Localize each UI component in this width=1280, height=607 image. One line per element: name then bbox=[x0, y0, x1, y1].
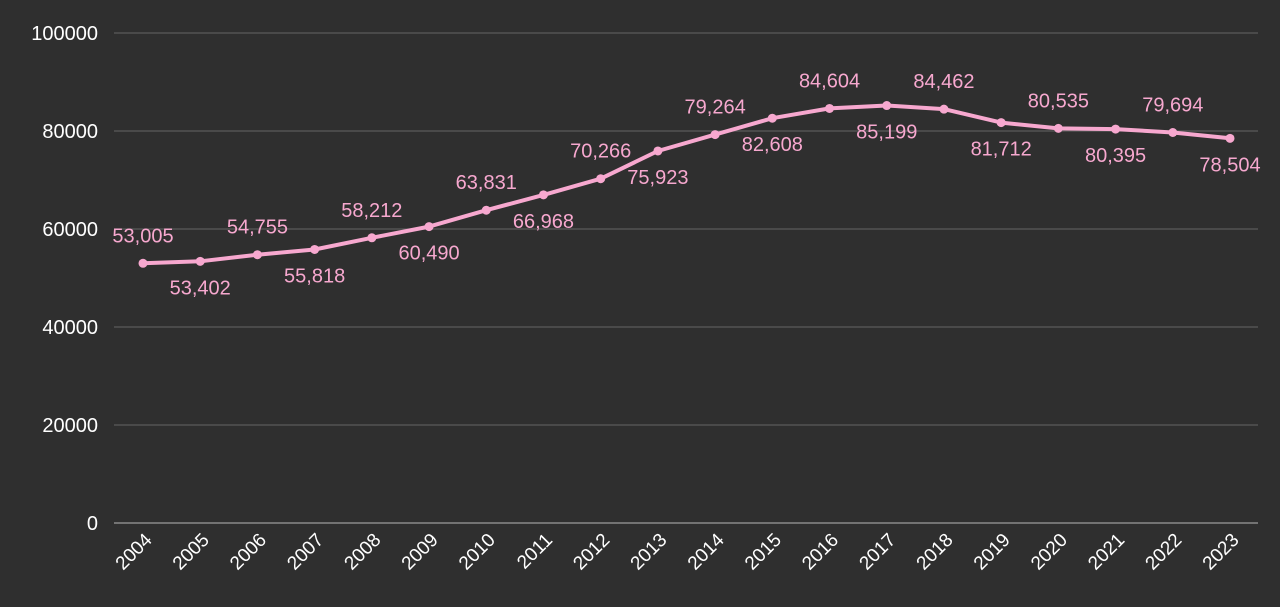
data-point bbox=[596, 174, 606, 184]
data-label: 84,462 bbox=[913, 71, 974, 93]
data-label: 80,395 bbox=[1085, 145, 1146, 167]
y-tick-label: 20000 bbox=[42, 415, 98, 437]
data-label: 85,199 bbox=[856, 122, 917, 144]
y-tick-label: 40000 bbox=[42, 317, 98, 339]
data-point bbox=[1111, 124, 1121, 134]
data-label: 55,818 bbox=[284, 265, 345, 287]
data-point bbox=[710, 130, 720, 140]
data-point bbox=[882, 101, 892, 111]
y-tick-label: 0 bbox=[87, 513, 98, 535]
data-label: 84,604 bbox=[799, 70, 860, 92]
data-point bbox=[1225, 133, 1235, 143]
data-point bbox=[653, 146, 663, 156]
data-label: 79,264 bbox=[685, 97, 746, 119]
data-label: 80,535 bbox=[1028, 90, 1089, 112]
grid-lines bbox=[114, 32, 1258, 524]
y-axis-ticks: 0 20000 40000 60000 80000 100000 bbox=[31, 23, 98, 535]
series bbox=[138, 101, 1235, 268]
data-point bbox=[767, 113, 777, 123]
data-point bbox=[939, 104, 949, 114]
data-label: 53,402 bbox=[170, 277, 231, 299]
data-label: 79,694 bbox=[1142, 94, 1203, 116]
data-label: 82,608 bbox=[742, 134, 803, 156]
data-point bbox=[996, 118, 1006, 128]
data-point bbox=[1053, 123, 1063, 133]
data-label: 75,923 bbox=[627, 167, 688, 189]
data-point bbox=[252, 250, 262, 260]
data-point bbox=[825, 103, 835, 113]
data-point bbox=[1168, 127, 1178, 137]
data-point bbox=[538, 190, 548, 200]
data-label: 66,968 bbox=[513, 211, 574, 233]
data-label: 60,490 bbox=[398, 243, 459, 265]
data-point bbox=[367, 233, 377, 243]
data-label: 70,266 bbox=[570, 141, 631, 163]
data-point bbox=[138, 258, 148, 268]
data-point bbox=[424, 222, 434, 232]
y-tick-label: 80000 bbox=[42, 121, 98, 143]
data-point bbox=[310, 244, 320, 254]
data-label: 58,212 bbox=[341, 200, 402, 222]
data-label: 63,831 bbox=[456, 172, 517, 194]
data-label: 81,712 bbox=[971, 139, 1032, 161]
y-tick-label: 100000 bbox=[31, 23, 98, 45]
series-line bbox=[141, 103, 1232, 266]
data-labels: 53,005 53,402 54,755 55,818 58,212 60,490 63,8… bbox=[112, 70, 1260, 299]
data-label: 78,504 bbox=[1199, 154, 1260, 176]
y-tick-label: 60000 bbox=[42, 219, 98, 241]
data-point bbox=[195, 256, 205, 266]
data-point bbox=[481, 205, 491, 215]
data-label: 54,755 bbox=[227, 217, 288, 239]
data-label: 53,005 bbox=[112, 225, 173, 247]
